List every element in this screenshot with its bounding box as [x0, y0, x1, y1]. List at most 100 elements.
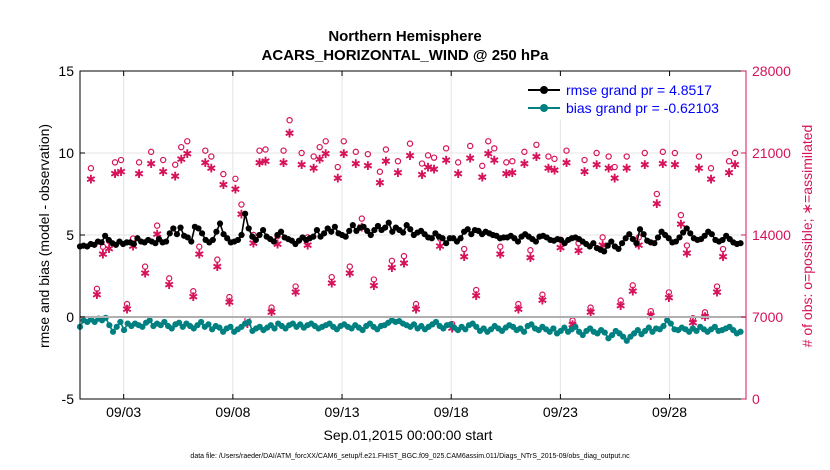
obs-assimilated-marker: ✱	[146, 157, 156, 171]
obs-possible-marker	[202, 147, 209, 154]
rmse-point	[216, 220, 224, 227]
obs-possible-marker	[123, 300, 131, 308]
rmse-point	[385, 219, 392, 226]
obs-assimilated-marker: ✱	[513, 302, 523, 316]
rmse-point	[277, 228, 285, 235]
obs-assimilated-marker: ✱	[260, 155, 270, 169]
obs-possible-marker	[683, 242, 691, 249]
rmse-point	[349, 222, 356, 229]
obs-possible-marker	[93, 285, 101, 293]
x-tick-label: 09/18	[434, 404, 469, 420]
obs-possible-marker	[430, 154, 438, 161]
obs-assimilated-marker: ✱	[254, 156, 264, 170]
obs-possible-marker	[364, 150, 372, 158]
rmse-point	[198, 230, 206, 237]
obs-assimilated-marker: ✱	[664, 291, 674, 305]
rmse-point	[464, 226, 471, 233]
obs-assimilated-marker: ✱	[188, 290, 198, 304]
x-tick-label: 09/03	[106, 404, 141, 420]
obs-possible-marker	[412, 300, 420, 308]
obs-assimilated-marker: ✱	[164, 278, 174, 292]
legend: rmse grand pr = 4.8517 bias grand pr = -…	[520, 76, 742, 120]
bias-point	[550, 325, 557, 332]
obs-assimilated-marker: ✱	[303, 239, 313, 253]
bias-point	[410, 321, 418, 328]
obs-possible-marker	[611, 163, 618, 171]
obs-assimilated-marker: ✱	[182, 147, 192, 161]
rmse-point	[209, 236, 216, 244]
rmse-point	[389, 228, 396, 235]
obs-assimilated-marker: ✱	[194, 248, 204, 262]
obs-possible-marker	[292, 283, 299, 290]
obs-possible-marker	[599, 234, 606, 241]
obs-count-markers: ✱✱✱✱✱✱✱✱✱✱✱✱✱✱✱✱✱✱✱✱✱✱✱✱✱✱✱✱✱✱✱✱✱✱✱✱✱✱✱✱…	[86, 116, 740, 335]
obs-assimilated-marker: ✱	[465, 151, 475, 165]
obs-assimilated-marker: ✱	[206, 161, 216, 175]
rmse-point	[590, 240, 597, 247]
rmse-point	[220, 231, 227, 238]
obs-possible-marker	[527, 247, 534, 254]
obs-possible-marker	[605, 153, 612, 160]
obs-possible-marker	[214, 256, 221, 263]
chart-subtitle: ACARS_HORIZONTAL_WIND @ 250 hPa	[262, 47, 550, 64]
obs-possible-marker	[545, 153, 552, 160]
obs-assimilated-marker: ✱	[435, 240, 445, 254]
obs-possible-marker	[503, 159, 510, 166]
obs-possible-marker	[533, 141, 540, 148]
obs-assimilated-marker: ✱	[405, 149, 415, 163]
obs-assimilated-marker: ✱	[574, 244, 584, 258]
obs-assimilated-marker: ✱	[568, 318, 578, 332]
obs-assimilated-marker: ✱	[399, 257, 409, 271]
rmse-point	[651, 240, 658, 247]
bias-point	[139, 323, 146, 330]
obs-possible-marker	[87, 165, 95, 172]
obs-assimilated-marker: ✱	[104, 242, 114, 256]
obs-assimilated-marker: ✱	[652, 197, 662, 211]
obs-possible-marker	[647, 307, 654, 315]
obs-possible-marker	[671, 149, 679, 157]
rmse-point	[399, 229, 407, 236]
rmse-point	[328, 228, 335, 235]
obs-possible-marker	[141, 263, 149, 270]
bias-point	[623, 337, 630, 344]
obs-possible-marker	[689, 314, 697, 322]
obs-possible-marker	[719, 245, 727, 253]
y-axis-left-label: rmse and bias (model - observation)	[36, 124, 52, 348]
obs-possible-marker	[376, 168, 384, 175]
bias-point	[634, 327, 641, 334]
bias-point	[161, 318, 168, 326]
obs-assimilated-marker: ✱	[110, 167, 120, 181]
obs-assimilated-marker: ✱	[598, 239, 608, 253]
rmse-point	[439, 235, 446, 242]
rmse-point	[676, 234, 683, 241]
rmse-point	[640, 231, 647, 238]
obs-possible-marker	[695, 153, 703, 160]
rmse-point	[708, 231, 715, 238]
obs-possible-marker	[491, 145, 498, 152]
rmse-point	[152, 240, 159, 247]
rmse-point	[177, 224, 184, 231]
rmse-point	[654, 234, 662, 241]
obs-assimilated-marker: ✱	[279, 156, 289, 170]
obs-assimilated-marker: ✱	[321, 147, 331, 161]
obs-possible-marker	[358, 215, 366, 222]
obs-assimilated-marker: ✱	[176, 152, 186, 166]
axis-ticks: 09/03 09/08 09/13 09/18 09/23 09/28 -5 0 5 10 15 0 7…	[58, 63, 791, 420]
rmse-point	[342, 233, 349, 240]
obs-assimilated-marker: ✱	[248, 236, 258, 250]
rmse-point	[665, 235, 672, 242]
rmse-point	[737, 240, 744, 247]
obs-possible-marker	[442, 145, 450, 152]
obs-possible-marker	[617, 297, 624, 304]
rmse-point	[346, 227, 353, 234]
obs-possible-marker	[153, 222, 161, 229]
bias-point	[579, 331, 586, 339]
obs-assimilated-marker: ✱	[417, 168, 427, 182]
obs-possible-marker	[328, 273, 335, 281]
bias-point	[245, 318, 252, 326]
obs-possible-marker	[178, 143, 185, 151]
obs-possible-marker	[593, 149, 600, 157]
rmse-point	[701, 232, 708, 239]
obs-possible-marker	[135, 159, 143, 166]
bias-point	[737, 328, 744, 335]
